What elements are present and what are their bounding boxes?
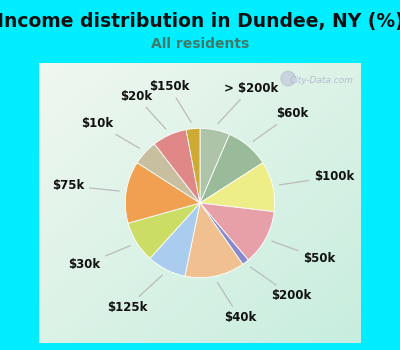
Wedge shape: [200, 203, 248, 264]
Text: $100k: $100k: [280, 170, 354, 185]
Circle shape: [281, 71, 296, 86]
Wedge shape: [200, 163, 275, 212]
Wedge shape: [200, 203, 274, 260]
Wedge shape: [200, 134, 263, 203]
Text: $60k: $60k: [253, 107, 308, 141]
Text: City-Data.com: City-Data.com: [290, 77, 354, 85]
Wedge shape: [154, 130, 200, 203]
Wedge shape: [125, 163, 200, 223]
Text: $20k: $20k: [120, 90, 166, 129]
Text: > $200k: > $200k: [218, 82, 278, 124]
Text: $10k: $10k: [82, 117, 140, 148]
Text: $75k: $75k: [52, 179, 119, 192]
Text: $40k: $40k: [217, 282, 256, 324]
Wedge shape: [150, 203, 200, 276]
Wedge shape: [137, 144, 200, 203]
Text: Income distribution in Dundee, NY (%): Income distribution in Dundee, NY (%): [0, 12, 400, 31]
Text: $150k: $150k: [149, 80, 191, 122]
Wedge shape: [185, 203, 243, 278]
Text: $30k: $30k: [68, 246, 130, 271]
Wedge shape: [186, 128, 200, 203]
Text: All residents: All residents: [151, 37, 249, 51]
Wedge shape: [200, 128, 230, 203]
Wedge shape: [128, 203, 200, 258]
Text: $50k: $50k: [272, 241, 336, 265]
Text: $200k: $200k: [250, 267, 312, 302]
Text: $125k: $125k: [107, 275, 162, 314]
